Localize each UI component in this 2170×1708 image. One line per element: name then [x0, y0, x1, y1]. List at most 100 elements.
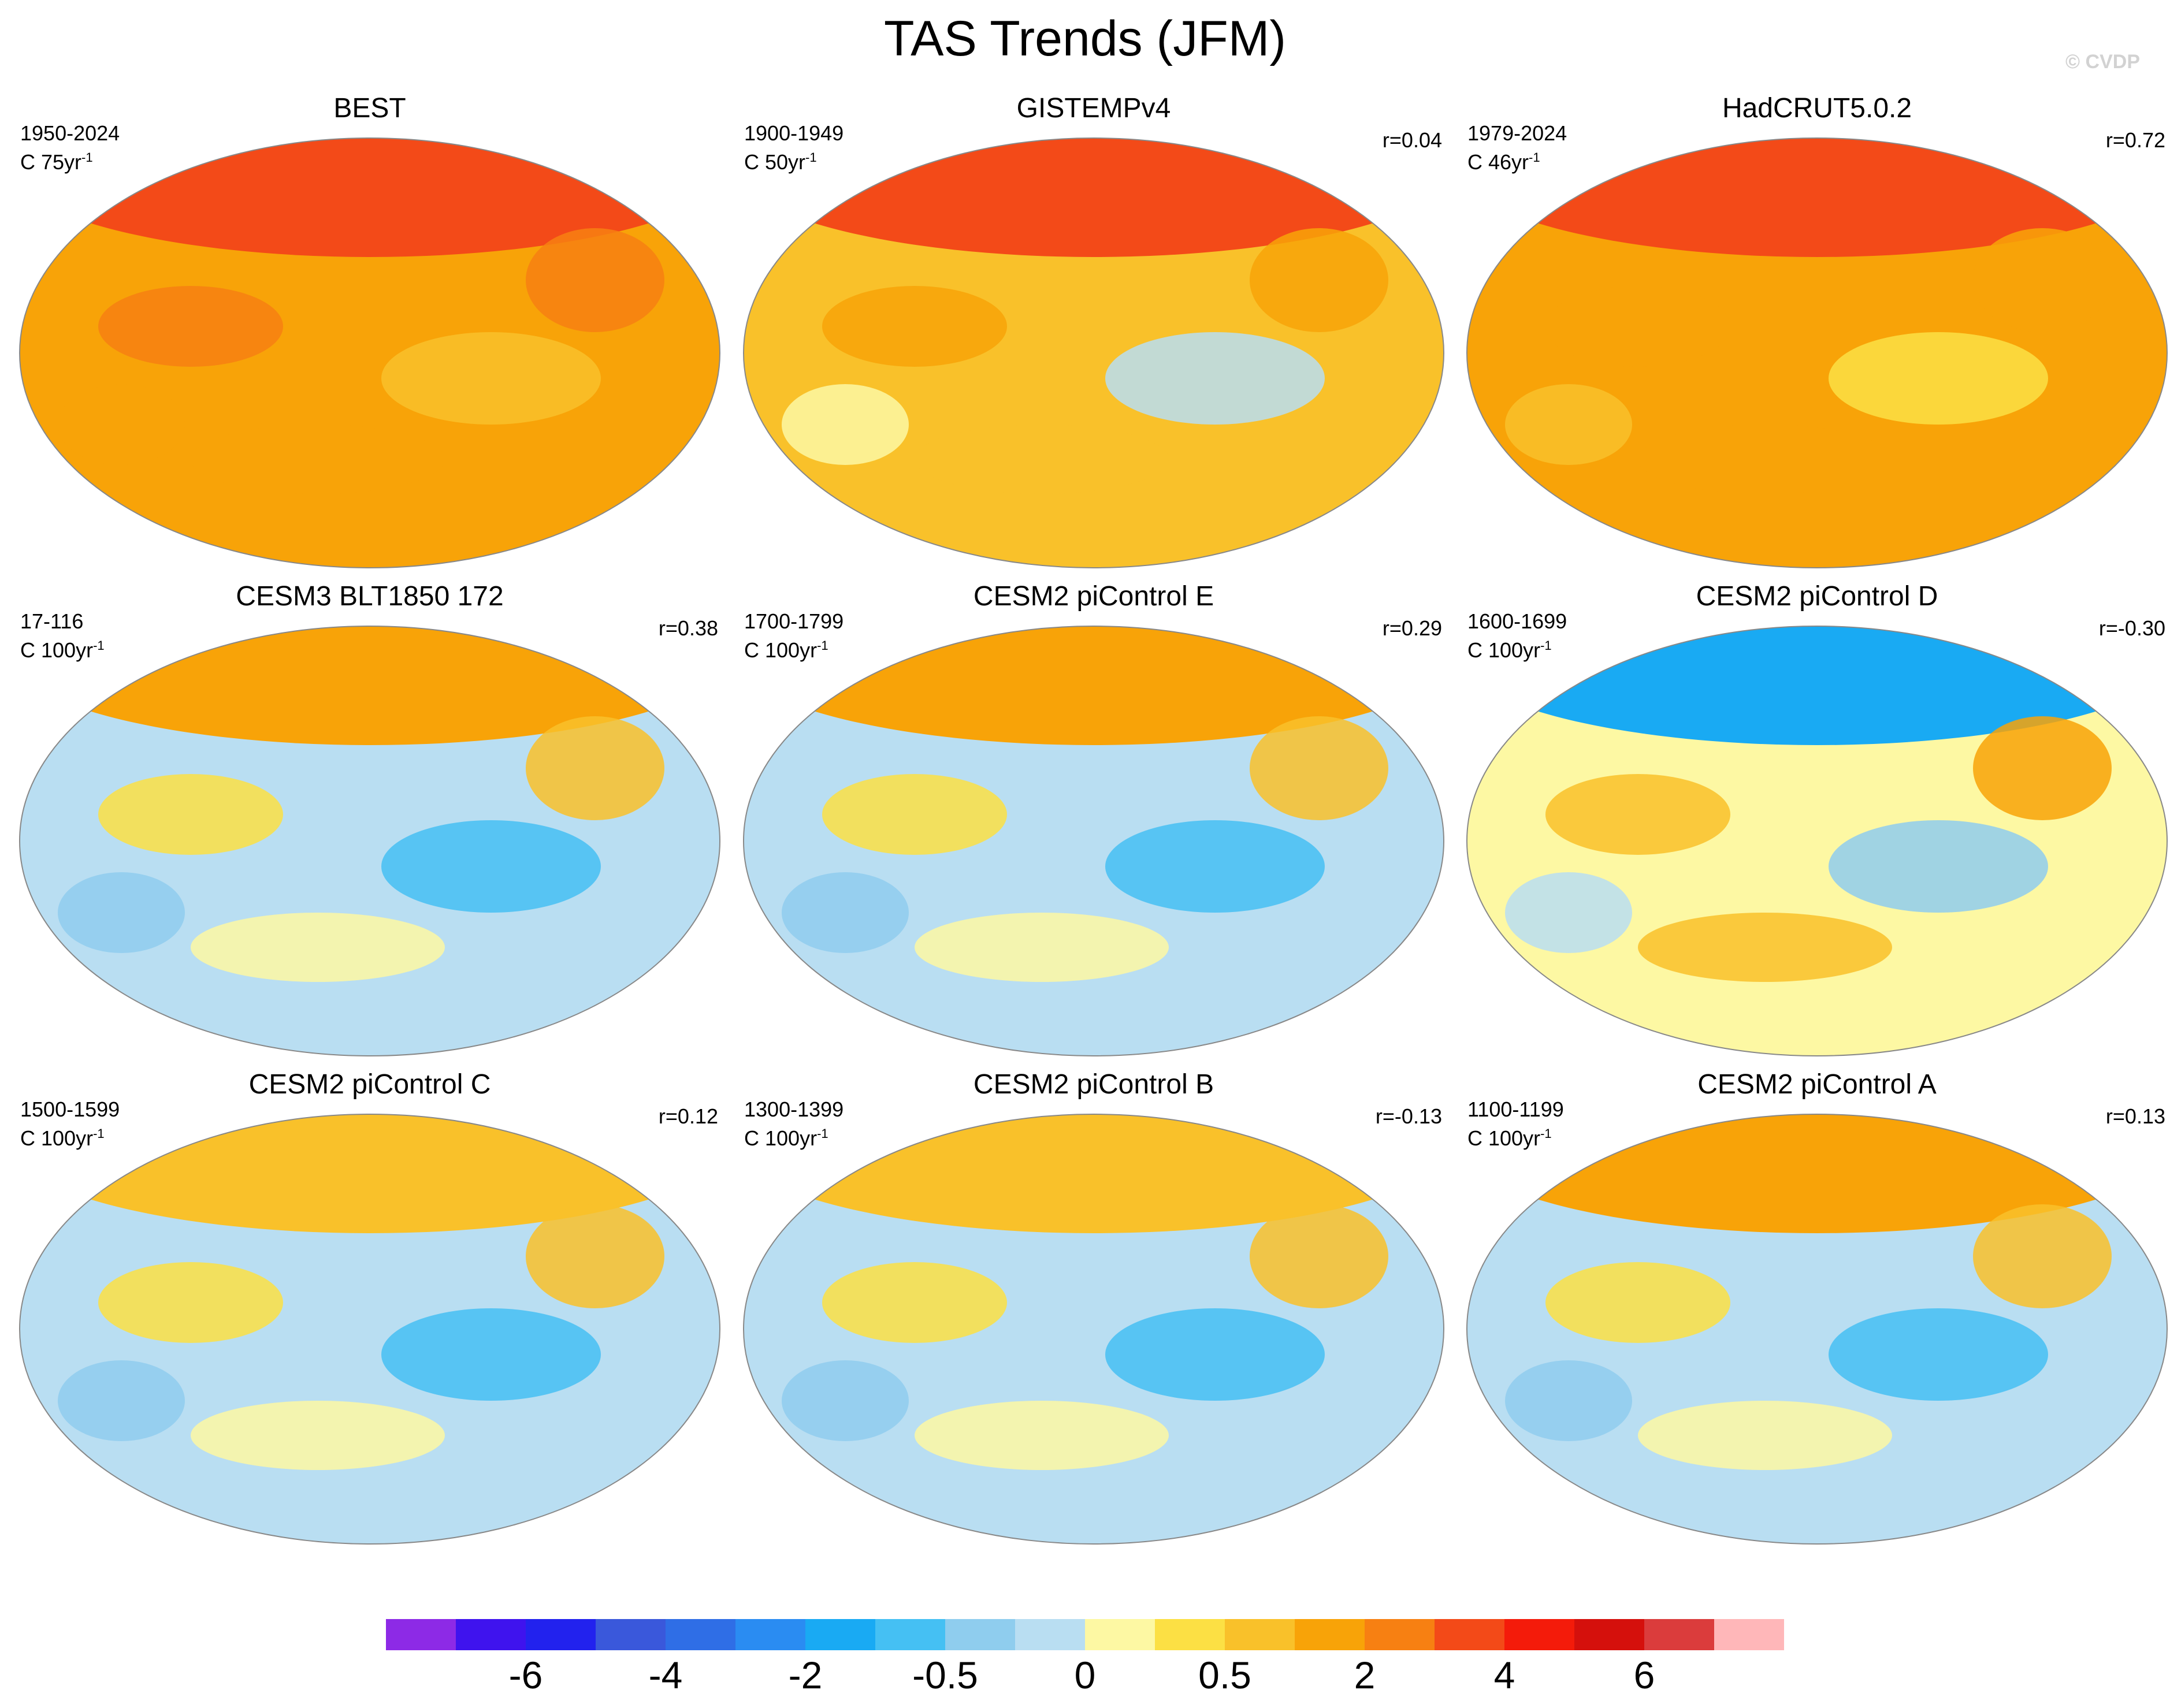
trend-anomaly-region — [1250, 1204, 1388, 1308]
units-text: C 100yr — [744, 1126, 818, 1150]
colorbar-swatch — [1365, 1619, 1435, 1650]
units-text: C 100yr — [1467, 638, 1541, 662]
trend-anomaly-region — [58, 872, 185, 953]
panel-title: CESM2 piControl E — [973, 581, 1214, 612]
arctic-trend-region — [1467, 626, 2167, 745]
colorbar-swatch — [1225, 1619, 1295, 1650]
map-outline — [1466, 137, 2168, 568]
panel-title: CESM2 piControl D — [1696, 581, 1938, 612]
trend-anomaly-region — [1105, 820, 1325, 913]
colorbar-swatch — [1155, 1619, 1225, 1650]
panel-correlation: r=0.12 — [658, 1104, 718, 1128]
trend-anomaly-region — [1973, 716, 2112, 820]
map-field — [743, 626, 1444, 1056]
panel-period: 1600-1699 — [1467, 609, 1567, 633]
panel-correlation: r=0.29 — [1382, 616, 1442, 640]
panel-correlation: r=0.38 — [658, 616, 718, 640]
trend-anomaly-region — [782, 872, 909, 953]
map-outline — [19, 1114, 720, 1545]
colorbar-swatch — [945, 1619, 1016, 1650]
map-outline — [1466, 626, 2168, 1056]
panel-period: 1700-1799 — [744, 609, 844, 633]
map-outline — [1466, 1114, 2168, 1545]
colorbar-swatch — [666, 1619, 736, 1650]
trend-anomaly-region — [381, 332, 601, 425]
units-text: C 100yr — [20, 638, 94, 662]
trend-anomaly-region — [1973, 1204, 2112, 1308]
colorbar-swatch — [875, 1619, 946, 1650]
trend-anomaly-region — [915, 913, 1169, 982]
trend-anomaly-region — [822, 286, 1007, 367]
colorbar-swatch — [1015, 1619, 1086, 1650]
trend-anomaly-region — [915, 1401, 1169, 1470]
panel-title: BEST — [333, 93, 406, 124]
map-outline — [743, 1114, 1444, 1545]
colorbar-tick-label: 4 — [1493, 1654, 1515, 1696]
units-exponent: -1 — [1540, 1126, 1552, 1141]
units-exponent: -1 — [93, 638, 105, 653]
map-panel: GISTEMPv4 1900-1949 C 50yr-1 r=0.04 — [733, 92, 1455, 581]
map-field — [1466, 626, 2168, 1056]
trend-anomaly-region — [1505, 1360, 1632, 1441]
colorbar-tick-label: 0.5 — [1198, 1654, 1251, 1696]
trend-anomaly-region — [1545, 1262, 1730, 1343]
trend-anomaly-region — [98, 1262, 283, 1343]
trend-anomaly-region — [1638, 425, 1892, 494]
trend-anomaly-region — [526, 1204, 664, 1308]
map-field — [19, 626, 720, 1056]
trend-anomaly-region — [1829, 1308, 2048, 1401]
units-text: C 50yr — [744, 150, 806, 174]
colorbar-tick-label: 6 — [1633, 1654, 1655, 1696]
units-exponent: -1 — [1529, 150, 1540, 165]
trend-anomaly-region — [822, 774, 1007, 855]
panel-units: C 100yr-1 — [744, 1122, 828, 1151]
trend-anomaly-region — [915, 425, 1169, 494]
colorbar-swatch — [1085, 1619, 1155, 1650]
units-text: C 100yr — [20, 1126, 94, 1150]
panel-title: CESM2 piControl C — [248, 1069, 491, 1100]
trend-anomaly-region — [1545, 774, 1730, 855]
trend-anomaly-region — [98, 286, 283, 367]
trend-anomaly-region — [381, 1308, 601, 1401]
panel-units: C 100yr-1 — [20, 634, 105, 663]
panel-units: C 75yr-1 — [20, 146, 93, 174]
map-panel: CESM2 piControl D 1600-1699 C 100yr-1 r=-0.… — [1456, 581, 2170, 1069]
colorbar-swatch — [1644, 1619, 1715, 1650]
arctic-trend-region — [20, 626, 720, 745]
units-text: C 100yr — [1467, 1126, 1541, 1150]
trend-anomaly-region — [782, 384, 909, 465]
trend-anomaly-region — [1638, 1401, 1892, 1470]
map-panel: CESM2 piControl B 1300-1399 C 100yr-1 r=-0.… — [733, 1069, 1455, 1557]
trend-anomaly-region — [58, 384, 185, 465]
map-panel: BEST 1950-2024 C 75yr-1 — [9, 92, 731, 581]
arctic-trend-region — [1467, 1114, 2167, 1233]
trend-anomaly-region — [1250, 228, 1388, 332]
panel-units: C 100yr-1 — [1467, 634, 1552, 663]
map-field — [743, 137, 1444, 568]
arctic-trend-region — [1467, 138, 2167, 257]
panel-period: 1300-1399 — [744, 1097, 844, 1121]
colorbar-tick-label: -2 — [788, 1654, 823, 1696]
panel-period: 1979-2024 — [1467, 121, 1567, 145]
colorbar-tick-label: -4 — [648, 1654, 683, 1696]
arctic-trend-region — [744, 138, 1444, 257]
panel-units: C 50yr-1 — [744, 146, 817, 174]
trend-anomaly-region — [1638, 913, 1892, 982]
trend-anomaly-region — [1973, 228, 2112, 332]
panel-units: C 100yr-1 — [1467, 1122, 1552, 1151]
panel-period: 1950-2024 — [20, 121, 120, 145]
map-panel: CESM2 piControl E 1700-1799 C 100yr-1 r=0.2… — [733, 581, 1455, 1069]
trend-anomaly-region — [98, 774, 283, 855]
panel-title: GISTEMPv4 — [1016, 93, 1171, 124]
panel-units: C 46yr-1 — [1467, 146, 1540, 174]
colorbar-swatch — [805, 1619, 876, 1650]
panel-correlation: r=-0.13 — [1375, 1104, 1442, 1128]
map-panel: CESM2 piControl A 1100-1199 C 100yr-1 r=0.1… — [1456, 1069, 2170, 1557]
colorbar — [386, 1619, 1784, 1650]
units-text: C 46yr — [1467, 150, 1529, 174]
colorbar-swatch — [386, 1619, 456, 1650]
colorbar-tick-label: -6 — [508, 1654, 543, 1696]
trend-anomaly-region — [1505, 384, 1632, 465]
trend-anomaly-region — [381, 820, 601, 913]
panel-correlation: r=0.04 — [1382, 128, 1442, 152]
